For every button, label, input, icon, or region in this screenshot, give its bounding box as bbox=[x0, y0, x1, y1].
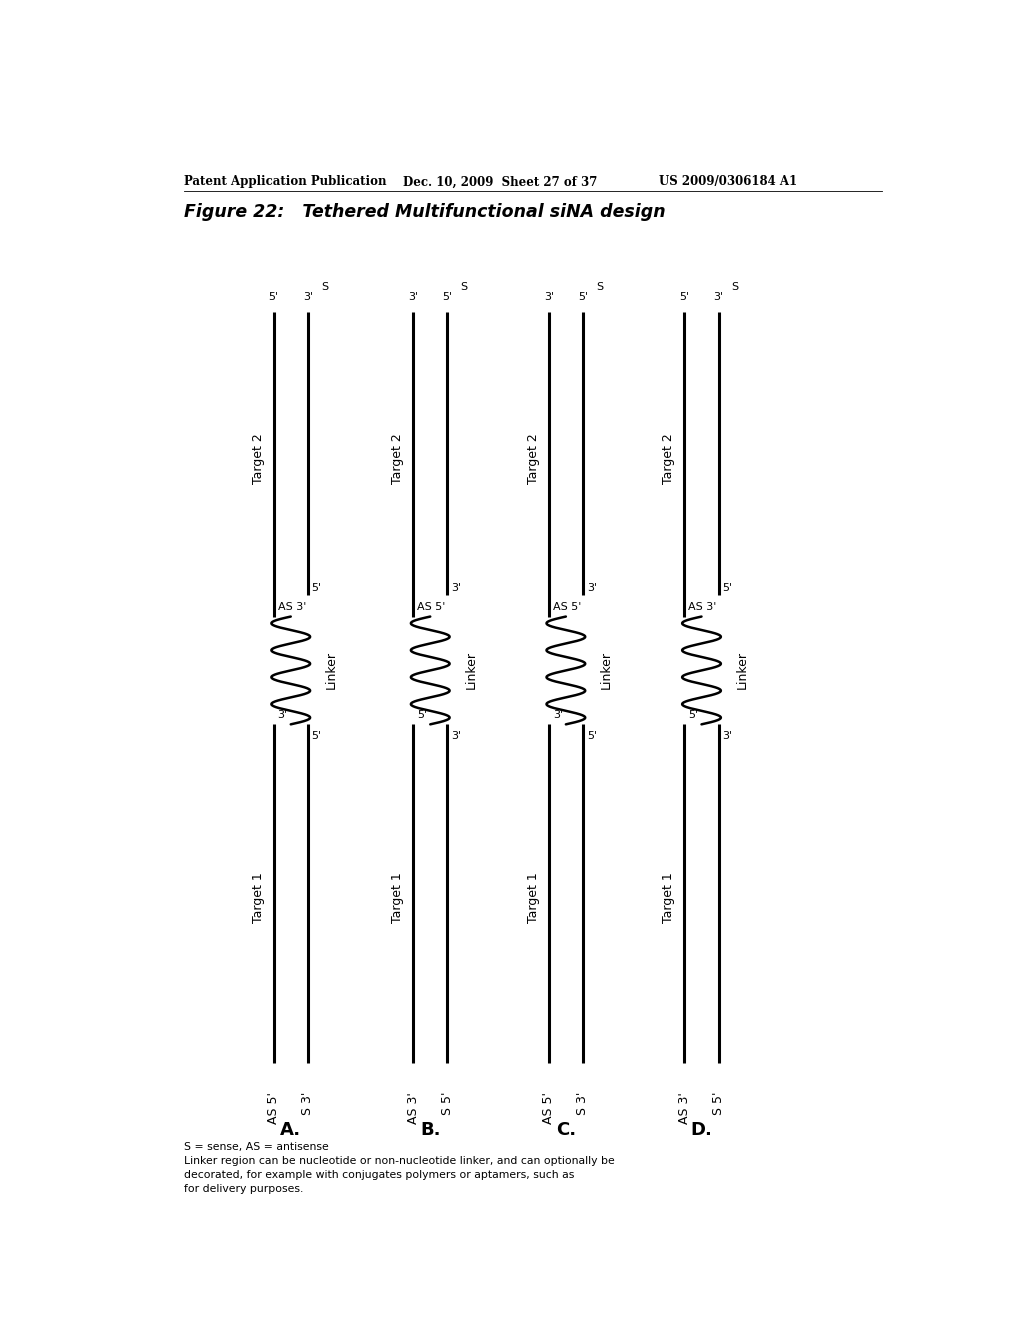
Text: S 3': S 3' bbox=[301, 1092, 314, 1115]
Text: 5': 5' bbox=[722, 583, 732, 594]
Text: 3': 3' bbox=[714, 293, 724, 302]
Text: Target 1: Target 1 bbox=[252, 873, 264, 923]
Text: AS 5': AS 5' bbox=[553, 602, 581, 612]
Text: 3': 3' bbox=[278, 710, 288, 719]
Text: AS 5': AS 5' bbox=[267, 1092, 281, 1123]
Text: AS 3': AS 3' bbox=[407, 1092, 420, 1123]
Text: AS 3': AS 3' bbox=[278, 602, 306, 612]
Text: 5': 5' bbox=[578, 293, 588, 302]
Text: B.: B. bbox=[420, 1121, 440, 1139]
Text: 3': 3' bbox=[587, 583, 597, 594]
Text: S: S bbox=[732, 282, 739, 293]
Text: S 5': S 5' bbox=[712, 1092, 725, 1115]
Text: AS 3': AS 3' bbox=[688, 602, 717, 612]
Text: 5': 5' bbox=[442, 293, 453, 302]
Text: S: S bbox=[596, 282, 603, 293]
Text: AS 5': AS 5' bbox=[543, 1092, 555, 1123]
Text: 5': 5' bbox=[311, 583, 322, 594]
Text: Linker: Linker bbox=[325, 652, 338, 689]
Text: 3': 3' bbox=[452, 583, 461, 594]
Text: 5': 5' bbox=[688, 710, 698, 719]
Text: 3': 3' bbox=[452, 731, 461, 742]
Text: 3': 3' bbox=[553, 710, 563, 719]
Text: Linker: Linker bbox=[464, 652, 477, 689]
Text: Target 1: Target 1 bbox=[663, 873, 676, 923]
Text: 3': 3' bbox=[303, 293, 313, 302]
Text: S: S bbox=[321, 282, 328, 293]
Text: AS 5': AS 5' bbox=[417, 602, 445, 612]
Text: Target 2: Target 2 bbox=[663, 433, 676, 484]
Text: 3': 3' bbox=[544, 293, 554, 302]
Text: D.: D. bbox=[690, 1121, 713, 1139]
Text: Target 1: Target 1 bbox=[391, 873, 404, 923]
Text: S = sense, AS = antisense
Linker region can be nucleotide or non-nucleotide link: S = sense, AS = antisense Linker region … bbox=[183, 1143, 614, 1195]
Text: US 2009/0306184 A1: US 2009/0306184 A1 bbox=[658, 176, 797, 189]
Text: 5': 5' bbox=[587, 731, 597, 742]
Text: S 3': S 3' bbox=[577, 1092, 590, 1115]
Text: 5': 5' bbox=[311, 731, 322, 742]
Text: Patent Application Publication: Patent Application Publication bbox=[183, 176, 386, 189]
Text: Linker: Linker bbox=[600, 652, 613, 689]
Text: A.: A. bbox=[281, 1121, 301, 1139]
Text: Target 2: Target 2 bbox=[252, 433, 264, 484]
Text: 3': 3' bbox=[722, 731, 732, 742]
Text: Target 2: Target 2 bbox=[526, 433, 540, 484]
Text: 5': 5' bbox=[679, 293, 689, 302]
Text: S 5': S 5' bbox=[440, 1092, 454, 1115]
Text: 3': 3' bbox=[409, 293, 418, 302]
Text: AS 3': AS 3' bbox=[678, 1092, 691, 1123]
Text: 5': 5' bbox=[268, 293, 279, 302]
Text: Target 2: Target 2 bbox=[391, 433, 404, 484]
Text: Figure 22:   Tethered Multifunctional siNA design: Figure 22: Tethered Multifunctional siNA… bbox=[183, 203, 666, 220]
Text: C.: C. bbox=[556, 1121, 575, 1139]
Text: Linker: Linker bbox=[735, 652, 749, 689]
Text: Dec. 10, 2009  Sheet 27 of 37: Dec. 10, 2009 Sheet 27 of 37 bbox=[403, 176, 597, 189]
Text: Target 1: Target 1 bbox=[526, 873, 540, 923]
Text: 5': 5' bbox=[417, 710, 427, 719]
Text: S: S bbox=[461, 282, 468, 293]
